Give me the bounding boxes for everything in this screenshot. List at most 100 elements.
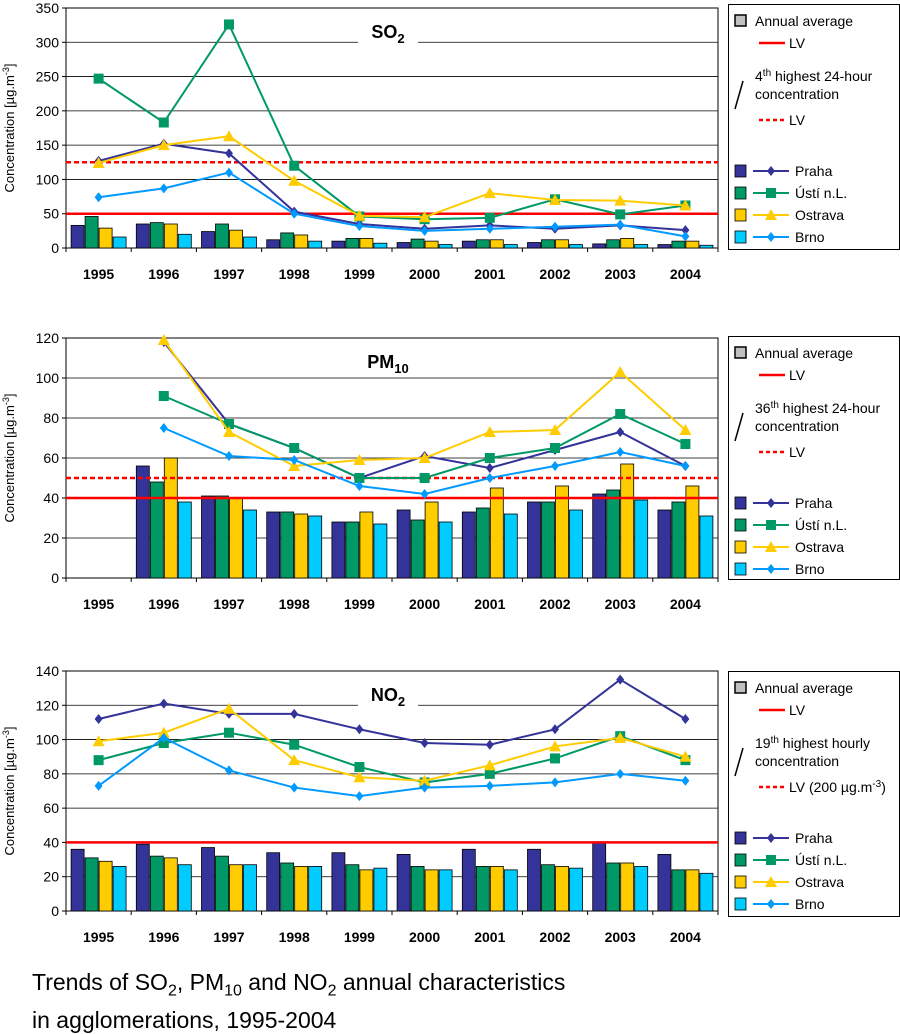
y-axis-label-end: ] xyxy=(2,64,17,68)
no2-chart: 0 20 40 60 80 100 120 140 1995 1996 1997 1998 1999 20… xyxy=(0,663,900,963)
legend-percentile-swatch xyxy=(734,747,744,777)
bar-usti xyxy=(671,501,686,579)
bar-usti xyxy=(280,232,295,249)
bar-praha xyxy=(657,244,672,249)
caption-line-1: Trends of SO2, PM10 and NO2 annual chara… xyxy=(32,969,566,1000)
legend-label-brno: Brno xyxy=(795,561,825,577)
so2-legend: Annual average LV 4th highest 24-hour conce… xyxy=(728,4,900,250)
line-brno xyxy=(98,736,686,798)
legend-lv2-label: LV (200 µg.m-3) xyxy=(789,779,886,795)
chart-title: PM10 xyxy=(367,352,408,376)
legend-lv-label: LV xyxy=(789,367,806,383)
bar-brno xyxy=(438,244,453,249)
y-tick-label: 120 xyxy=(36,330,60,346)
point-brno xyxy=(355,481,364,491)
bar-brno xyxy=(438,521,453,579)
bar-usti xyxy=(410,519,425,579)
point-ostrava xyxy=(288,174,301,186)
legend-marker-praha xyxy=(767,166,775,176)
x-tick-label: 2004 xyxy=(670,266,701,282)
x-tick-label: 2001 xyxy=(474,929,505,945)
x-tick-label: 1995 xyxy=(83,596,114,612)
bar-praha xyxy=(592,842,607,912)
point-ostrava xyxy=(614,366,627,377)
bar-brno xyxy=(177,233,192,249)
bar-usti xyxy=(541,864,555,912)
bar-praha xyxy=(461,848,476,912)
bar-usti xyxy=(345,864,360,912)
bar-praha xyxy=(331,521,346,579)
legend-marker-praha xyxy=(767,833,775,843)
point-brno xyxy=(159,423,168,433)
x-tick-label: 2003 xyxy=(605,266,636,282)
bar-usti xyxy=(345,237,360,249)
line-praha xyxy=(98,678,686,746)
legend-lv2-sup: -3 xyxy=(872,779,881,790)
point-usti xyxy=(158,391,169,401)
legend-percentile-label: 19th highest hourly xyxy=(755,735,870,751)
y-tick-label: 300 xyxy=(36,34,60,50)
bar-ostrava xyxy=(424,501,439,579)
legend-marker-ostrava xyxy=(765,209,777,220)
x-tick-label: 1996 xyxy=(148,266,179,282)
bar-usti xyxy=(475,866,490,912)
legend-bar-swatch-ostrava xyxy=(734,540,747,554)
point-praha xyxy=(355,724,364,735)
y-tick-label: 40 xyxy=(43,834,59,850)
chart-title-bg xyxy=(358,684,418,708)
legend-pct-sup: th xyxy=(763,68,771,79)
point-ostrava xyxy=(157,334,170,345)
x-tick-label: 2000 xyxy=(409,266,440,282)
chart-title-sub: 10 xyxy=(394,361,408,376)
x-tick-label: 1998 xyxy=(279,596,310,612)
bar-ostrava xyxy=(163,857,178,912)
chart-title-main: PM xyxy=(367,352,394,372)
x-tick-label: 1998 xyxy=(279,929,310,945)
bar-ostrava xyxy=(163,223,178,249)
point-usti xyxy=(484,212,495,223)
legend-label-ostrava: Ostrava xyxy=(795,207,844,223)
bar-praha xyxy=(201,495,215,579)
bar-usti xyxy=(280,862,295,912)
bar-usti xyxy=(671,869,686,912)
point-usti xyxy=(289,443,300,453)
bar-ostrava xyxy=(98,860,113,912)
point-brno xyxy=(290,455,299,465)
bar-ostrava xyxy=(229,864,243,912)
pm10-chart-svg: 0 20 40 60 80 100 120 1995 1996 1997 1998 1999 2000 2… xyxy=(1,330,719,612)
legend-percentile-label: 36th highest 24-hour xyxy=(755,400,880,416)
legend-pct-rest: highest hourly xyxy=(779,735,870,751)
y-tick-label: 120 xyxy=(36,697,60,713)
legend-lv2-text: LV xyxy=(789,112,806,128)
bar-praha xyxy=(461,240,476,249)
x-tick-label: 2001 xyxy=(474,266,505,282)
legend-label-usti: Ústí n.L. xyxy=(795,185,847,201)
bar-ostrava xyxy=(555,866,569,912)
point-brno xyxy=(485,780,494,791)
legend-pct-sup: th xyxy=(771,735,779,746)
legend-lv-label: LV xyxy=(789,702,806,718)
y-tick-label: 60 xyxy=(43,800,59,816)
bar-ostrava xyxy=(620,862,635,912)
bar-brno xyxy=(503,244,518,249)
point-brno xyxy=(681,775,690,786)
bar-ostrava xyxy=(489,866,504,912)
bar-brno xyxy=(569,867,583,912)
bar-usti xyxy=(410,238,425,249)
point-ostrava xyxy=(483,187,496,199)
no2-chart-svg: 0 20 40 60 80 100 120 140 1995 1996 1997 1998 1999 20… xyxy=(1,663,719,945)
point-brno xyxy=(616,447,625,457)
bar-praha xyxy=(592,493,607,579)
point-brno xyxy=(420,489,429,499)
y-tick-label: 80 xyxy=(43,410,59,426)
bar-praha xyxy=(396,854,411,912)
bar-ostrava xyxy=(294,866,309,912)
bar-brno xyxy=(503,513,518,579)
point-ostrava xyxy=(223,130,235,142)
legend-annual-swatch xyxy=(734,346,747,359)
point-praha xyxy=(159,698,168,709)
legend-label-praha: Praha xyxy=(795,163,833,179)
legend-percentile-label-2: concentration xyxy=(755,753,839,769)
point-usti xyxy=(224,19,234,30)
legend-lv2-label: LV xyxy=(789,444,806,460)
